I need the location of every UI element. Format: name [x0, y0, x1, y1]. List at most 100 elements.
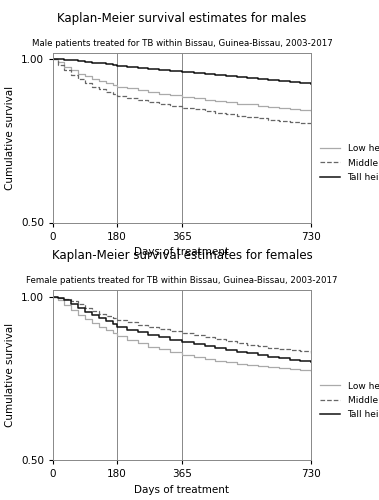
- Low height: [104, 80, 108, 86]
- Low height: [277, 365, 281, 371]
- Tall height: [111, 321, 115, 327]
- Middle height: [287, 119, 292, 125]
- Low height: [69, 68, 73, 73]
- Low height: [157, 346, 161, 352]
- Tall height: [97, 316, 101, 322]
- Tall height: [277, 78, 281, 84]
- Tall height: [114, 324, 119, 330]
- Tall height: [75, 306, 80, 312]
- Tall height: [255, 76, 260, 82]
- Low height: [83, 316, 87, 322]
- Middle height: [111, 316, 115, 322]
- Tall height: [97, 60, 101, 66]
- Low height: [213, 358, 218, 364]
- Tall height: [75, 58, 80, 64]
- Low height: [51, 56, 55, 62]
- Tall height: [266, 77, 271, 83]
- Tall height: [287, 79, 292, 85]
- Low height: [245, 362, 249, 368]
- Middle height: [114, 93, 119, 99]
- Tall height: [213, 345, 218, 351]
- Middle height: [266, 344, 271, 350]
- Middle height: [234, 340, 239, 346]
- Middle height: [97, 311, 101, 317]
- Low height: [51, 294, 55, 300]
- Tall height: [111, 62, 115, 68]
- Tall height: [234, 349, 239, 355]
- Tall height: [56, 56, 61, 62]
- Low height: [192, 354, 197, 360]
- Tall height: [309, 81, 313, 87]
- Tall height: [298, 80, 302, 86]
- Tall height: [104, 62, 108, 68]
- Low height: [298, 367, 302, 373]
- X-axis label: Days of treatment: Days of treatment: [135, 247, 229, 257]
- Low height: [61, 64, 66, 70]
- Middle height: [146, 324, 151, 330]
- Middle height: [298, 120, 302, 126]
- Tall height: [51, 294, 55, 300]
- Low height: [224, 99, 228, 105]
- Tall height: [192, 342, 197, 347]
- Middle height: [69, 72, 73, 78]
- Middle height: [69, 298, 73, 304]
- Low height: [136, 88, 140, 94]
- Low height: [309, 108, 313, 114]
- Text: Kaplan-Meier survival estimates for females: Kaplan-Meier survival estimates for fema…: [52, 250, 312, 262]
- Middle height: [51, 56, 55, 62]
- Low height: [104, 327, 108, 333]
- Tall height: [125, 326, 130, 332]
- Low height: [75, 312, 80, 318]
- Middle height: [51, 294, 55, 300]
- Tall height: [104, 318, 108, 324]
- Low height: [56, 298, 61, 304]
- Low height: [203, 96, 207, 102]
- Low height: [167, 92, 172, 98]
- Low height: [255, 103, 260, 109]
- Low height: [266, 364, 271, 370]
- Tall height: [224, 347, 228, 353]
- Tall height: [89, 60, 94, 66]
- Middle height: [104, 88, 108, 94]
- Low height: [83, 73, 87, 79]
- Tall height: [157, 67, 161, 73]
- Line: Tall height: Tall height: [53, 59, 311, 84]
- Tall height: [180, 339, 184, 345]
- Tall height: [192, 70, 197, 76]
- Tall height: [69, 301, 73, 307]
- Tall height: [255, 352, 260, 358]
- Tall height: [287, 356, 292, 362]
- Middle height: [309, 350, 313, 356]
- Low height: [146, 89, 151, 95]
- Tall height: [157, 334, 161, 340]
- Tall height: [180, 69, 184, 75]
- Line: Tall height: Tall height: [53, 296, 311, 362]
- Middle height: [157, 101, 161, 107]
- Line: Low height: Low height: [53, 59, 311, 110]
- Middle height: [157, 326, 161, 332]
- Legend: Low height, Middle height, Tall height: Low height, Middle height, Tall height: [321, 144, 379, 182]
- Middle height: [255, 115, 260, 121]
- Middle height: [89, 308, 94, 314]
- Tall height: [277, 356, 281, 362]
- Middle height: [61, 296, 66, 302]
- Low height: [75, 70, 80, 76]
- Tall height: [266, 354, 271, 360]
- Low height: [61, 302, 66, 308]
- Line: Middle height: Middle height: [53, 296, 311, 353]
- Low height: [114, 84, 119, 89]
- Middle height: [83, 80, 87, 86]
- Low height: [97, 324, 101, 330]
- Y-axis label: Cumulative survival: Cumulative survival: [5, 323, 16, 427]
- Tall height: [203, 343, 207, 349]
- Tall height: [61, 56, 66, 62]
- Middle height: [75, 76, 80, 82]
- Low height: [111, 330, 115, 336]
- Low height: [287, 106, 292, 112]
- Middle height: [125, 95, 130, 101]
- Tall height: [167, 68, 172, 74]
- Middle height: [75, 300, 80, 306]
- Low height: [146, 344, 151, 349]
- Middle height: [180, 105, 184, 111]
- Middle height: [213, 110, 218, 116]
